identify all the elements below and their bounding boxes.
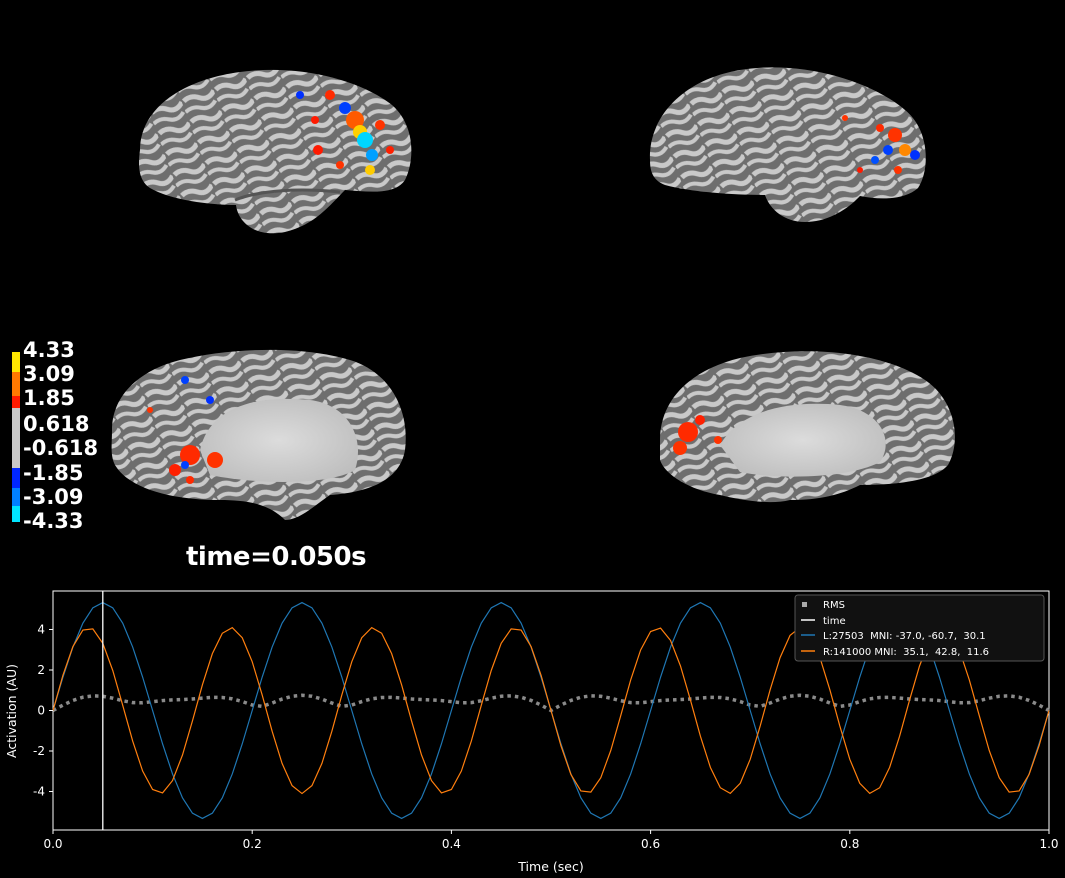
brain-rh-medial[interactable] (660, 351, 955, 503)
colorbar-tick-label: 3.09 (23, 362, 75, 386)
legend-entry-right-source[interactable]: R:141000 MNI: 35.1, 42.8, 11.6 (801, 647, 989, 658)
brain-rh-lateral[interactable] (649, 67, 926, 222)
activation-blobs (842, 115, 920, 174)
x-tick-label: 0.4 (442, 837, 461, 851)
colorbar-tick-label: -0.618 (23, 436, 98, 460)
x-tick-label: 0.6 (641, 837, 660, 851)
legend-entry-left-source[interactable]: L:27503 MNI: -37.0, -60.7, 30.1 (801, 631, 986, 642)
activation-blobs (673, 415, 722, 455)
legend-label: L:27503 MNI: -37.0, -60.7, 30.1 (823, 631, 986, 642)
legend-entry-time[interactable]: time (801, 616, 846, 627)
colorbar-tick-label: 4.33 (23, 338, 75, 362)
legend-label: R:141000 MNI: 35.1, 42.8, 11.6 (823, 647, 989, 658)
colorbar-seg-blue (12, 468, 20, 488)
y-axis-label: Activation (AU) (4, 664, 19, 758)
legend-entry-rms[interactable]: RMS (802, 600, 845, 611)
y-tick-label: 4 (37, 622, 45, 636)
colorbar-tick-label: -3.09 (23, 485, 84, 509)
colorbar-seg-orange (12, 372, 20, 396)
y-axis: -4 -2 0 2 4 (33, 622, 53, 799)
x-tick-label: 0.8 (840, 837, 859, 851)
colorbar-seg-yellow (12, 352, 20, 372)
x-tick-label: 0.2 (243, 837, 262, 851)
brain-lh-lateral[interactable] (139, 69, 412, 234)
colorbar-seg-gray (12, 408, 20, 468)
legend[interactable]: RMS time L:27503 MNI: -37.0, -60.7, 30.1… (794, 594, 1045, 662)
legend-swatch-rms (802, 602, 807, 607)
y-tick-label: 2 (37, 663, 45, 677)
colorbar-tick-label: 1.85 (23, 386, 75, 410)
time-label: time=0.050s (186, 542, 367, 572)
legend-box (794, 594, 1045, 662)
activation-blobs (147, 376, 223, 484)
time-course-chart[interactable]: 0.0 0.2 0.4 0.6 0.8 1.0 -4 -2 0 2 4 Time (sec) Ac… (0, 588, 1065, 878)
y-tick-label: -2 (33, 744, 45, 758)
legend-label: RMS (823, 600, 845, 611)
colorbar-seg-red (12, 396, 20, 408)
brain-lh-medial[interactable] (111, 349, 406, 520)
colorbar-seg-cyan (12, 506, 20, 522)
x-tick-label: 1.0 (1039, 837, 1058, 851)
y-tick-label: -4 (33, 785, 45, 799)
colorbar-tick-label: -1.85 (23, 461, 84, 485)
y-tick-label: 0 (37, 704, 45, 718)
activation-blobs (296, 90, 394, 175)
colorbar-tick-label: -4.33 (23, 509, 84, 533)
colorbar: 4.33 3.09 1.85 0.618 -0.618 -1.85 -3.09 … (12, 338, 98, 533)
colorbar-seg-lightblue (12, 488, 20, 506)
colorbar-tick-label: 0.618 (23, 412, 89, 436)
series-right-source (52, 626, 1050, 795)
x-axis-label: Time (sec) (517, 859, 583, 874)
x-axis: 0.0 0.2 0.4 0.6 0.8 1.0 (43, 830, 1059, 851)
legend-label: time (823, 616, 846, 627)
brain-views-panel[interactable]: 4.33 3.09 1.85 0.618 -0.618 -1.85 -3.09 … (0, 0, 1065, 590)
x-tick-label: 0.0 (43, 837, 62, 851)
